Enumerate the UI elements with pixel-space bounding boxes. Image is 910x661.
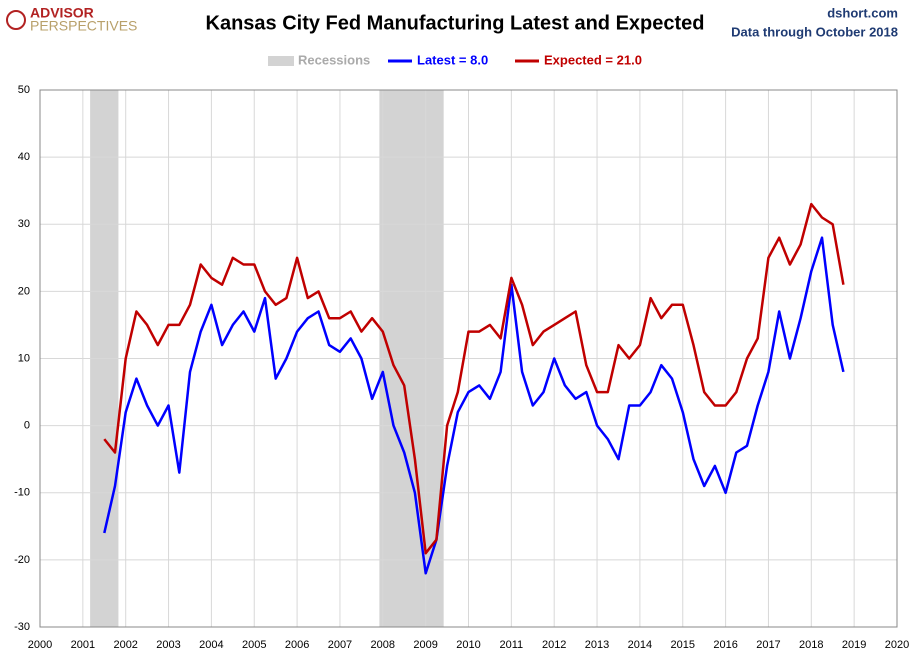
- x-tick-label: 2000: [28, 639, 52, 651]
- y-tick-label: 0: [24, 420, 30, 432]
- x-tick-label: 2011: [500, 639, 524, 651]
- x-tick-label: 2005: [242, 639, 266, 651]
- y-tick-label: 50: [18, 84, 30, 96]
- x-tick-label: 2008: [371, 639, 395, 651]
- x-tick-label: 2003: [156, 639, 180, 651]
- x-tick-label: 2004: [199, 639, 223, 651]
- x-tick-label: 2013: [585, 639, 609, 651]
- y-tick-label: -20: [14, 554, 30, 566]
- x-tick-label: 2002: [113, 639, 137, 651]
- x-tick-label: 2012: [542, 639, 566, 651]
- x-tick-label: 2016: [713, 639, 737, 651]
- plot-frame: [39, 89, 898, 628]
- y-tick-label: -30: [14, 621, 30, 633]
- y-tick-label: -10: [14, 487, 30, 499]
- series-line: [103, 236, 845, 575]
- x-tick-label: 2014: [628, 639, 652, 651]
- x-tick-label: 2015: [671, 639, 695, 651]
- legend-swatch: [268, 56, 294, 66]
- x-tick-label: 2010: [456, 639, 480, 651]
- x-tick-label: 2019: [842, 639, 866, 651]
- y-tick-label: 30: [18, 218, 30, 230]
- legend-label: Recessions: [298, 52, 370, 67]
- logo-top: ADVISOR: [30, 5, 94, 21]
- chart-title: Kansas City Fed Manufacturing Latest and…: [206, 12, 705, 34]
- y-tick-label: 10: [18, 352, 30, 364]
- source: dshort.com: [827, 5, 898, 20]
- y-tick-label: 40: [18, 151, 30, 163]
- x-tick-label: 2006: [285, 639, 309, 651]
- y-tick-label: 20: [18, 285, 30, 297]
- logo-icon: [6, 10, 26, 30]
- legend-label: Expected = 21.0: [544, 52, 642, 67]
- x-tick-label: 2007: [328, 639, 352, 651]
- legend-label: Latest = 8.0: [417, 52, 488, 67]
- legend: Recessions Latest = 8.0 Expected = 21.0: [268, 52, 642, 67]
- x-tick-label: 2018: [799, 639, 823, 651]
- x-tick-label: 2009: [413, 639, 437, 651]
- series-line: [103, 202, 845, 555]
- x-tick-label: 2001: [71, 639, 95, 651]
- x-tick-label: 2017: [756, 639, 780, 651]
- x-tick-label: 2020: [885, 639, 909, 651]
- subtitle: Data through October 2018: [731, 24, 898, 39]
- logo-bottom: PERSPECTIVES: [30, 18, 137, 34]
